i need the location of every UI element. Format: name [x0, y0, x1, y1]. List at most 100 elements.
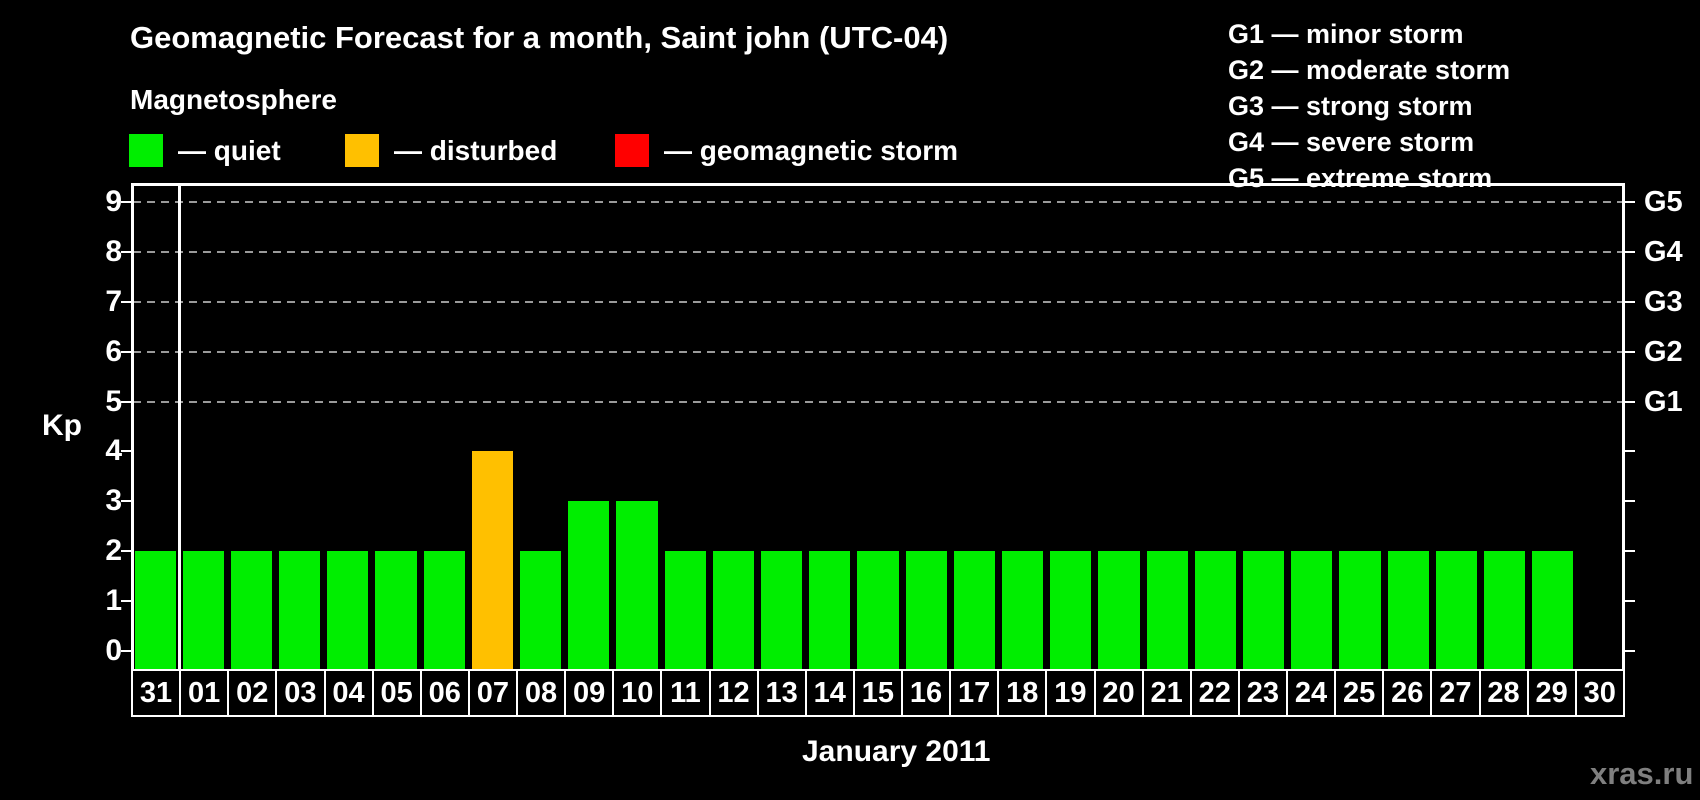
plot-border-top [131, 183, 1625, 186]
magnetosphere-label: Magnetosphere [130, 84, 337, 115]
kp-bar-day-19 [1050, 551, 1092, 669]
grid-line-kp8 [133, 250, 1623, 253]
kp-bar-day-23 [1242, 551, 1285, 669]
g-level-label-G2: G2 [1644, 335, 1683, 368]
g-legend-item: G5 — extreme storm [1228, 163, 1493, 193]
day-cell-18: 18 [997, 671, 1045, 715]
kp-bar-day-08 [520, 551, 562, 669]
day-cell-04: 04 [323, 671, 372, 715]
y-tick-label-9: 9 [105, 184, 122, 218]
y-tick-left-7 [121, 300, 131, 303]
g-level-label-G1: G1 [1644, 385, 1683, 418]
g-legend-item: G1 — minor storm [1228, 19, 1464, 49]
day-cell-08: 08 [516, 671, 564, 715]
y-tick-label-3: 3 [105, 484, 122, 518]
kp-bar-day-22 [1194, 551, 1236, 669]
plot-border-left [131, 183, 134, 669]
y-tick-left-5 [121, 400, 131, 403]
day-cell-23: 23 [1237, 671, 1286, 715]
y-tick-left-8 [121, 250, 131, 253]
g-level-label-G3: G3 [1644, 285, 1683, 318]
y-tick-label-1: 1 [105, 584, 122, 618]
kp-bar-day-20 [1098, 551, 1140, 669]
disturbed-color-swatch [345, 134, 379, 167]
grid-line-kp5 [133, 400, 1623, 403]
legend-label-disturbed: — disturbed [394, 134, 558, 166]
day-cell-27: 27 [1430, 671, 1478, 715]
kp-bar-day-10 [616, 501, 658, 669]
y-tick-left-9 [121, 200, 131, 203]
kp-bar-day-07 [471, 451, 514, 669]
y-tick-label-7: 7 [105, 284, 122, 318]
storm-color-swatch [615, 134, 649, 167]
y-tick-left-1 [121, 600, 131, 603]
y-tick-right-2 [1625, 550, 1635, 553]
g-level-label-G4: G4 [1644, 235, 1683, 268]
y-tick-label-6: 6 [105, 334, 122, 368]
legend-item-disturbed: — disturbed [345, 134, 557, 167]
legend-item-storm: — geomagnetic storm [615, 134, 958, 167]
day-cell-26: 26 [1382, 671, 1430, 715]
kp-bar-day-09 [568, 501, 610, 669]
day-cell-09: 09 [564, 671, 612, 715]
y-tick-left-3 [121, 500, 131, 503]
day-cell-01: 01 [179, 671, 227, 715]
day-cell-03: 03 [275, 671, 323, 715]
y-axis-title: Kp [42, 409, 82, 443]
kp-bar-day-27 [1435, 551, 1477, 669]
quiet-color-swatch [129, 134, 163, 167]
kp-bar-day-03 [279, 551, 321, 669]
kp-bar-day-18 [1001, 551, 1044, 669]
y-tick-label-2: 2 [105, 534, 122, 568]
y-tick-label-0: 0 [105, 634, 122, 667]
day-cell-05: 05 [371, 671, 420, 715]
kp-bar-day-15 [857, 551, 899, 669]
y-tick-right-7 [1625, 300, 1635, 303]
y-tick-right-6 [1625, 350, 1635, 353]
x-axis-title: January 2011 [802, 735, 991, 768]
x-axis-day-labels: 31 01 02 03 04 05 06 07 08 09 10 11 12 13 14 15 16 17 18 19… [131, 669, 1625, 717]
day-cell-30: 30 [1574, 671, 1623, 715]
page-title: Geomagnetic Forecast for a month, Saint … [130, 20, 949, 55]
legend-item-quiet: — quiet [129, 134, 281, 167]
day-cell-24: 24 [1286, 671, 1334, 715]
day-cell-11: 11 [660, 671, 708, 715]
y-tick-right-4 [1625, 450, 1635, 453]
kp-bar-day-13 [761, 551, 803, 669]
kp-bar-day-28 [1483, 551, 1526, 669]
day-cell-14: 14 [804, 671, 853, 715]
kp-bar-day-12 [712, 551, 754, 669]
kp-bar-day-04 [327, 551, 369, 669]
day-cell-15: 15 [852, 671, 901, 715]
day-cell-21: 21 [1141, 671, 1190, 715]
kp-bar-day-21 [1146, 551, 1188, 669]
day-cell-07: 07 [467, 671, 516, 715]
day-cell-16: 16 [901, 671, 949, 715]
grid-line-kp9 [133, 200, 1623, 203]
g-legend-item: G4 — severe storm [1228, 127, 1475, 157]
plot-area [121, 183, 1635, 669]
g-legend-item: G2 — moderate storm [1228, 55, 1511, 85]
day-cell-31: 31 [139, 676, 173, 709]
kp-bar-day-31 [134, 551, 176, 669]
y-tick-label-5: 5 [105, 384, 122, 418]
day-cell-19: 19 [1045, 671, 1093, 715]
kp-bar-day-24 [1291, 551, 1333, 669]
day-cell-12: 12 [708, 671, 757, 715]
day-cell-17: 17 [949, 671, 997, 715]
day-cell-28: 28 [1478, 671, 1527, 715]
y-tick-right-0 [1625, 650, 1635, 652]
day-cell-29: 29 [1526, 671, 1575, 715]
kp-bar-day-06 [423, 551, 465, 669]
kp-bar-day-02 [230, 551, 273, 669]
y-tick-left-6 [121, 350, 131, 353]
kp-bar-day-26 [1387, 551, 1429, 669]
g-legend-item: G3 — strong storm [1228, 91, 1473, 121]
y-tick-label-8: 8 [105, 234, 122, 268]
day-cell-06: 06 [419, 671, 468, 715]
y-tick-right-3 [1625, 500, 1635, 503]
day-cell-22: 22 [1189, 671, 1238, 715]
watermark-xras: xras.ru [1590, 756, 1694, 791]
kp-bar-day-29 [1532, 551, 1574, 669]
legend-label-storm: — geomagnetic storm [664, 134, 959, 166]
